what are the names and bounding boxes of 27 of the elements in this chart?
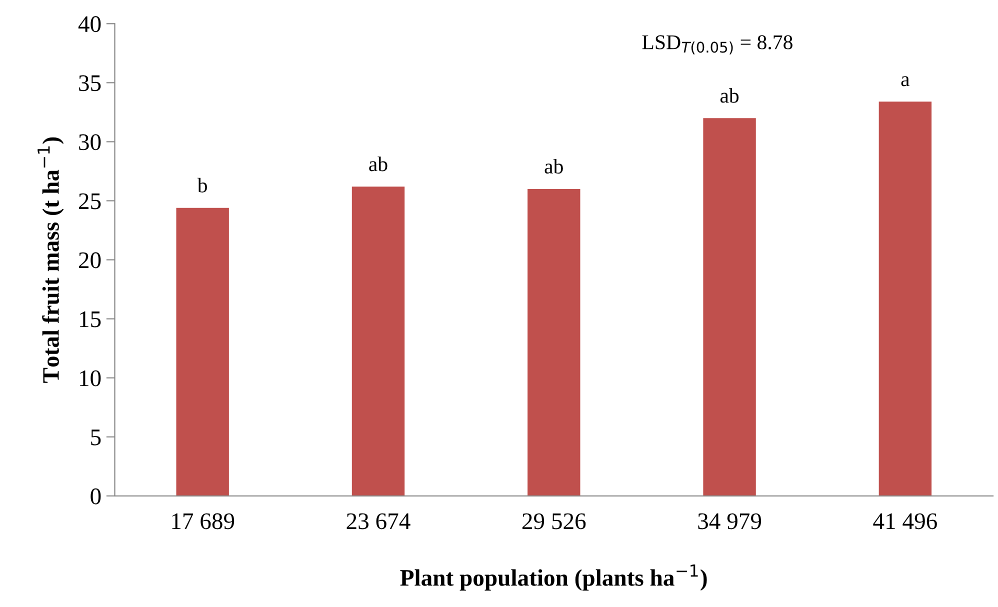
y-tick-label: 30 <box>79 134 101 150</box>
annotation: LSD$_{T(0.05)}$ = 8.78 <box>642 35 792 54</box>
bar <box>703 118 756 496</box>
annotation: ab <box>544 158 563 174</box>
x-tick-label: 41 496 <box>873 513 937 530</box>
annotation: ab <box>369 156 388 172</box>
y-tick-label: 35 <box>79 75 101 92</box>
y-tick-label: 25 <box>79 193 101 210</box>
annotation: b <box>197 178 208 193</box>
x-tick-label: 23 674 <box>346 513 410 530</box>
bar <box>352 186 405 496</box>
annotation: a <box>901 76 910 86</box>
x-axis-title: Plant population (plants ha$^{−1}$) <box>400 564 707 591</box>
annotation: ab <box>720 88 739 103</box>
y-tick-label: 40 <box>78 16 101 32</box>
y-axis-title: Total fruit mass (t ha$^{−1}$) <box>38 137 64 383</box>
y-tick-label: 15 <box>80 311 101 328</box>
x-tick-label: 29 526 <box>522 513 586 530</box>
bar <box>176 208 229 496</box>
x-tick-label: 34 979 <box>698 513 762 530</box>
y-tick-label: 0 <box>90 488 101 504</box>
bar <box>878 102 932 496</box>
bar <box>528 188 580 496</box>
x-tick-label: 17 689 <box>172 513 234 530</box>
y-tick-label: 10 <box>80 370 101 386</box>
y-tick-label: 20 <box>79 252 101 268</box>
y-tick-label: 5 <box>91 430 101 446</box>
